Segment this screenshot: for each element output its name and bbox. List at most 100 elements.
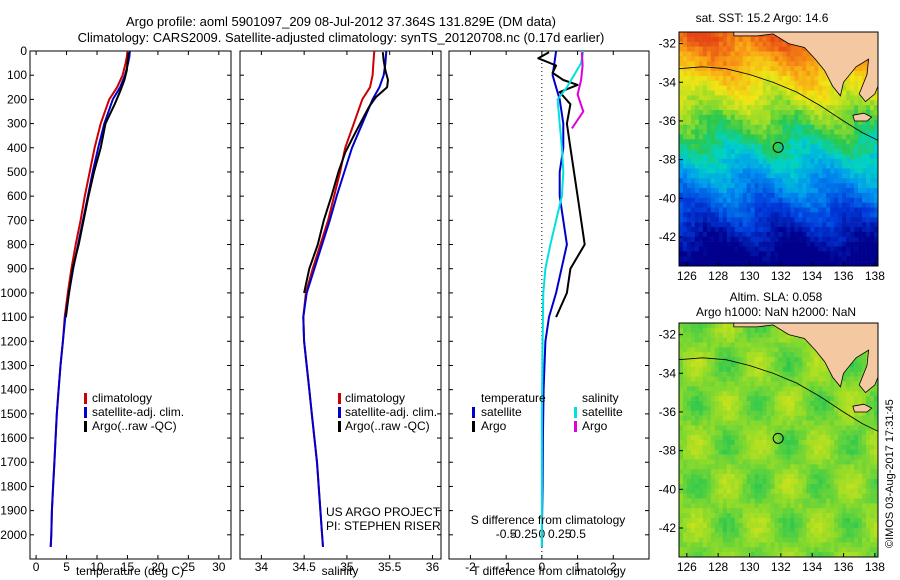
map-cell <box>838 149 843 155</box>
map-cell <box>714 66 720 72</box>
map-cell <box>842 435 847 441</box>
map-cell <box>842 547 847 553</box>
map-cell <box>730 236 736 242</box>
map-cell <box>746 153 751 160</box>
map-cell <box>758 158 763 164</box>
map-cell <box>698 144 704 150</box>
map-cell <box>718 32 724 38</box>
map-cell <box>802 459 807 465</box>
map-cell <box>730 459 736 465</box>
map-cell <box>698 75 704 82</box>
map-cell <box>730 430 736 436</box>
map-cell <box>682 236 688 242</box>
map-cell <box>706 454 712 460</box>
map-cell <box>718 332 724 338</box>
map-cell <box>846 503 851 509</box>
map-cell <box>838 527 843 533</box>
map-cell <box>750 522 755 529</box>
x-tick-label: 36 <box>426 560 440 574</box>
map-cell <box>722 85 728 91</box>
map-cell <box>682 342 688 348</box>
map-cell <box>842 391 847 397</box>
map-cell <box>722 508 728 514</box>
map-cell <box>770 85 775 91</box>
map-cell <box>774 66 779 72</box>
map-cell <box>842 371 847 377</box>
map-cell <box>766 85 771 91</box>
map-cell <box>682 85 688 91</box>
map-cell <box>814 366 819 373</box>
map-cell <box>702 256 708 262</box>
legend-s-satellite-label: satellite <box>582 405 623 419</box>
legend-t-satellite-swatch <box>472 407 475 418</box>
map-cell <box>838 202 843 208</box>
map-cell <box>786 405 791 412</box>
map-cell <box>838 163 843 169</box>
map-cell <box>770 61 775 67</box>
map-cell <box>834 134 839 140</box>
map-cell <box>758 236 763 242</box>
pi-credit: PI: STEPHEN RISER <box>326 519 441 533</box>
map-cell <box>782 376 787 382</box>
map-cell <box>810 376 815 382</box>
map-cell <box>698 71 704 77</box>
map-cell <box>738 381 743 387</box>
legend-t-argo-label: Argo <box>481 419 507 433</box>
map-cell <box>698 513 704 519</box>
map-cell <box>798 488 803 494</box>
map-cell <box>866 129 871 135</box>
map-cell <box>714 246 720 252</box>
salinity-legend: climatology satellite-adj. clim. Argo(..… <box>338 391 437 433</box>
map-cell <box>770 474 775 480</box>
map-cell <box>686 352 692 358</box>
map-cell <box>774 75 779 82</box>
map-cell <box>814 100 819 106</box>
lat-tick-label: -38 <box>659 153 677 167</box>
map-cell <box>710 464 716 470</box>
map-cell <box>842 444 847 451</box>
map-cell <box>830 144 835 150</box>
map-cell <box>722 168 728 174</box>
map-cell <box>679 95 684 101</box>
map-cell <box>842 469 847 475</box>
map-cell <box>790 75 795 82</box>
map-cell <box>774 435 779 441</box>
map-cell <box>802 71 807 77</box>
map-cell <box>702 197 708 203</box>
map-cell <box>874 158 879 164</box>
map-cell <box>822 80 827 86</box>
map-cell <box>874 192 879 199</box>
map-cell <box>802 188 807 194</box>
map-cell <box>770 391 775 397</box>
map-cell <box>782 435 787 441</box>
map-cell <box>866 503 871 509</box>
map-cell <box>838 114 843 121</box>
depth-tick-label: 0 <box>20 44 27 58</box>
map-cell <box>694 56 700 62</box>
map-cell <box>746 163 751 169</box>
map-cell <box>750 134 755 140</box>
map-cell <box>686 66 692 72</box>
island <box>852 112 873 122</box>
map-cell <box>710 100 716 106</box>
map-cell <box>718 503 724 509</box>
map-cell <box>814 522 819 529</box>
map-cell <box>830 386 835 392</box>
map-cell <box>702 347 708 353</box>
map-cell <box>806 261 811 267</box>
map-cell <box>858 537 863 543</box>
legend-salinity-title: salinity <box>582 391 619 405</box>
map-cell <box>734 347 739 353</box>
map-cell <box>778 173 783 179</box>
map-cell <box>778 85 783 91</box>
map-cell <box>814 459 819 465</box>
map-cell <box>790 168 795 174</box>
map-cell <box>706 474 712 480</box>
map-cell <box>810 85 815 91</box>
map-cell <box>810 469 815 475</box>
map-cell <box>818 474 823 480</box>
map-cell <box>802 207 807 213</box>
map-cell <box>786 518 791 524</box>
map-cell <box>710 149 716 155</box>
map-cell <box>718 207 724 213</box>
